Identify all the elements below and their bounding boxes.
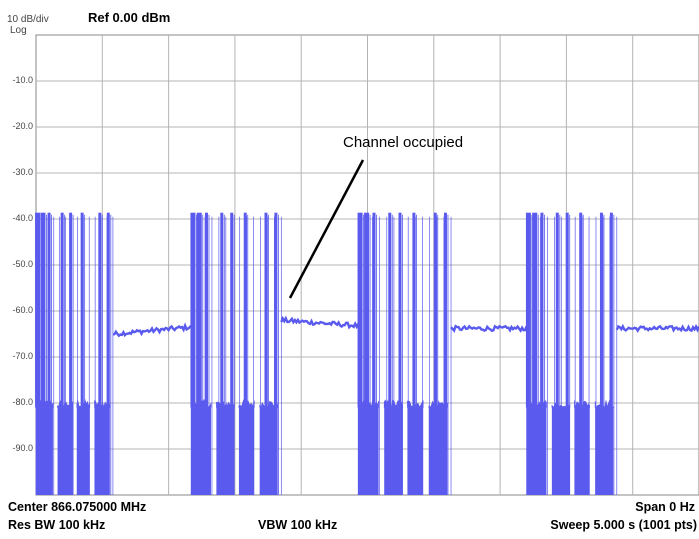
signal-spike	[69, 212, 73, 408]
signal-spike	[555, 212, 559, 408]
signal-spike	[609, 212, 613, 408]
signal-burst-block	[526, 407, 547, 495]
signal-spike	[525, 212, 531, 408]
signal-spike	[264, 212, 268, 408]
signal-spike	[47, 212, 51, 408]
signal-spike	[388, 212, 392, 408]
y-tick-label: -60.0	[12, 305, 33, 315]
signal-burst-block	[358, 407, 379, 495]
signal-trace-flat	[112, 322, 192, 338]
y-tick-label: -70.0	[12, 351, 33, 361]
center-frequency: Center 866.075000 MHz	[8, 500, 147, 514]
y-tick-label: -40.0	[12, 213, 33, 223]
annotation-pointer	[288, 159, 365, 299]
scale-label: 10 dB/div	[7, 14, 49, 25]
signal-trace-flat	[615, 323, 699, 333]
span: Span 0 Hz	[635, 500, 695, 514]
signal-spike	[60, 212, 64, 408]
signal-spike	[412, 212, 416, 408]
signal-spike	[565, 212, 569, 408]
signal-spike	[599, 212, 603, 408]
signal-spike	[579, 212, 583, 408]
signal-burst-block	[191, 407, 211, 495]
signal-spike	[433, 212, 437, 408]
signal-spike	[40, 212, 46, 408]
annotation-text: Channel occupied	[343, 134, 464, 151]
video-bandwidth: VBW 100 kHz	[258, 518, 338, 532]
signal-spike	[35, 212, 41, 408]
signal-spike	[357, 212, 363, 408]
signal-spike	[106, 212, 110, 408]
signal-spike	[80, 212, 84, 408]
y-tick-label: -50.0	[12, 259, 33, 269]
signal-spike	[190, 212, 196, 408]
signal-spike	[230, 212, 234, 408]
signal-burst-block	[384, 407, 403, 495]
signal-spike	[98, 212, 102, 408]
signal-spike	[364, 212, 370, 408]
log-mode-label: Log	[10, 25, 27, 36]
signal-spike	[196, 212, 202, 408]
y-tick-label: -20.0	[12, 121, 33, 131]
signal-burst-block	[216, 407, 235, 495]
y-tick-label: -30.0	[12, 167, 33, 177]
signal-burst-block	[551, 407, 570, 495]
signal-spike	[398, 212, 402, 408]
signal-spike	[274, 212, 278, 408]
signal-burst-block	[57, 407, 73, 495]
signal-spike	[443, 212, 447, 408]
signal-spike	[204, 212, 208, 408]
signal-trace-flat	[450, 324, 528, 333]
y-tick-label: -90.0	[12, 443, 33, 453]
signal-spike	[372, 212, 376, 408]
signal-spike	[532, 212, 538, 408]
signal-spike	[540, 212, 544, 408]
resolution-bandwidth: Res BW 100 kHz	[8, 518, 106, 532]
signal-spike	[243, 212, 247, 408]
y-tick-label: -80.0	[12, 397, 33, 407]
y-tick-label: -10.0	[12, 75, 33, 85]
reference-level: Ref 0.00 dBm	[88, 10, 171, 25]
signal-trace-flat	[280, 315, 360, 330]
signal-burst-block	[36, 407, 53, 495]
sweep-time: Sweep 5.000 s (1001 pts)	[550, 518, 697, 532]
signal-spike	[220, 212, 224, 408]
